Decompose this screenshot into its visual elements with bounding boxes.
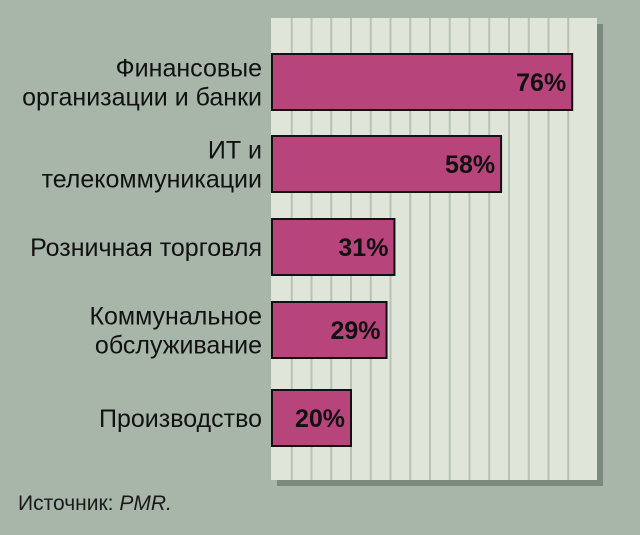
value-label: 58% (445, 151, 495, 179)
category-label: ИТ и (208, 137, 262, 165)
category-label: Розничная торговля (30, 234, 262, 262)
value-label: 76% (516, 69, 566, 97)
value-labels: 76% 58% 31% 29% 20% (295, 69, 566, 433)
value-label: 31% (338, 234, 388, 262)
source-prefix: Источник: (18, 492, 120, 515)
bar (271, 301, 388, 359)
category-label: Производство (99, 405, 262, 433)
value-label: 20% (295, 405, 345, 433)
bar (271, 135, 503, 193)
category-label: обслуживание (95, 332, 262, 360)
category-label: организации и банки (22, 84, 262, 112)
bar (271, 389, 352, 447)
source-name: PMR. (119, 492, 172, 515)
bars (271, 53, 574, 447)
bar (271, 53, 574, 111)
category-label: Финансовые (116, 55, 262, 83)
value-label: 29% (331, 317, 381, 345)
source-note: Источник: PMR. (18, 492, 172, 516)
category-label: Коммунальное (89, 303, 262, 331)
category-label: телекоммуникации (42, 166, 262, 194)
bar (271, 218, 396, 276)
